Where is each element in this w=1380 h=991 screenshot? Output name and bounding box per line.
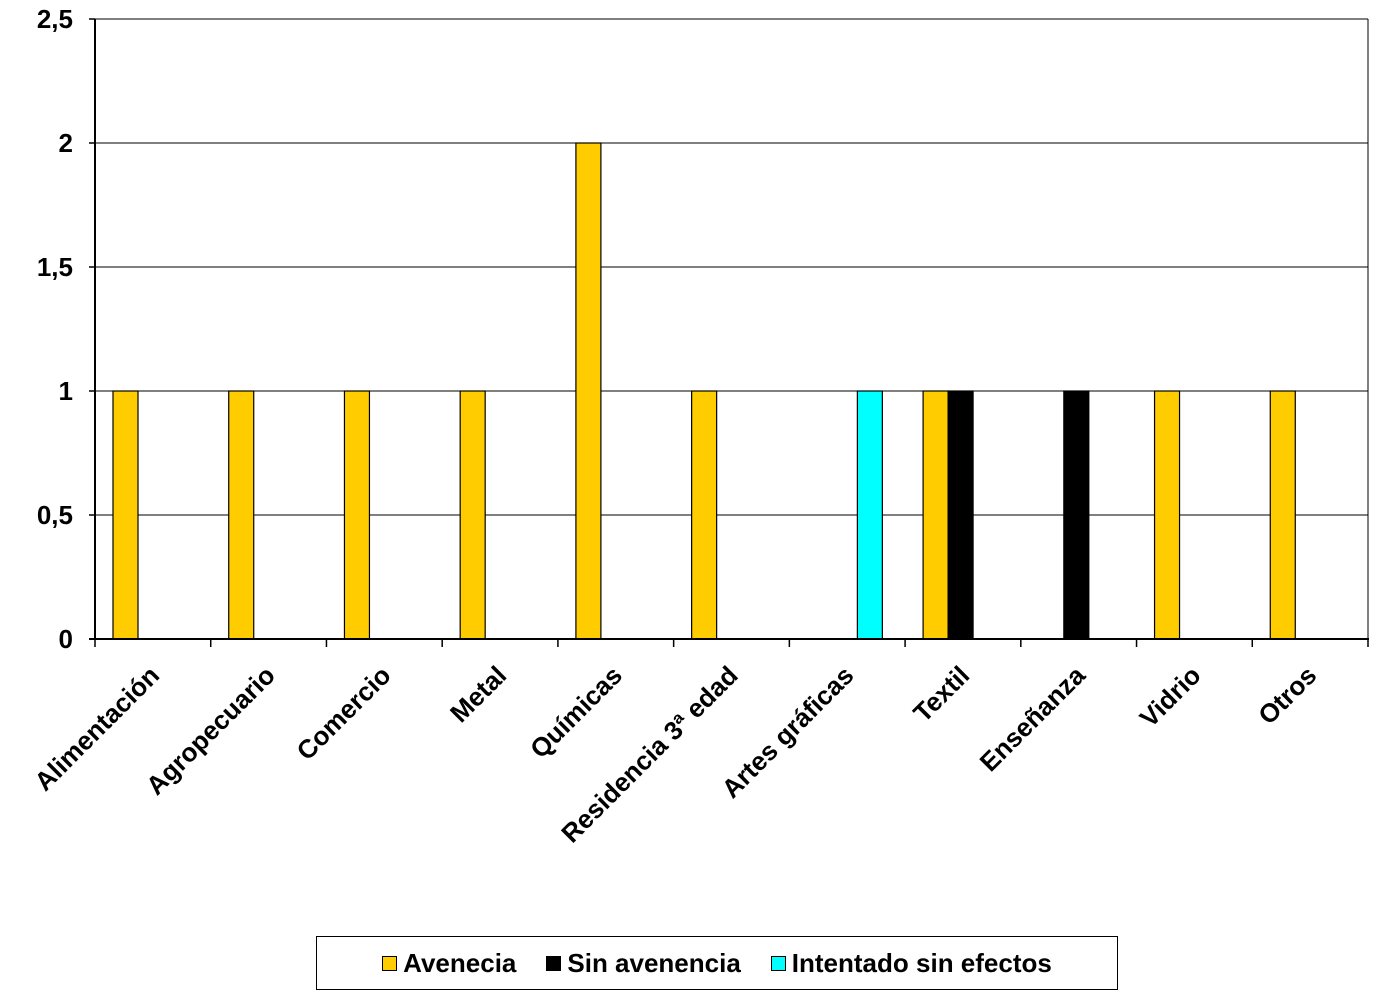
x-tick-label: Metal xyxy=(444,660,512,728)
bar xyxy=(922,390,949,640)
bar xyxy=(343,390,371,640)
legend-swatch-avenecia xyxy=(382,955,398,971)
x-tick-label: Vidrio xyxy=(1134,660,1207,733)
y-tick-label: 0 xyxy=(59,624,73,654)
axes xyxy=(89,18,1369,647)
y-tick-labels: 0 0,5 1 1,5 2 2,5 xyxy=(37,4,73,654)
x-tick-label: Textil xyxy=(907,660,975,728)
legend-swatch-sin-avenencia xyxy=(546,955,562,971)
bar xyxy=(1153,390,1181,640)
bar xyxy=(228,390,255,640)
legend-label: Avenecia xyxy=(403,947,517,978)
y-tick-label: 2,5 xyxy=(37,4,73,34)
bar xyxy=(1063,390,1090,640)
bar xyxy=(459,390,486,640)
bars xyxy=(112,142,1296,640)
x-tick-label: Enseñanza xyxy=(974,660,1092,778)
bar xyxy=(575,142,602,640)
x-tick-label: Comercio xyxy=(291,660,397,766)
bar xyxy=(112,390,139,640)
bar xyxy=(856,390,883,640)
bar xyxy=(1269,390,1296,640)
legend-label: Sin avenencia xyxy=(567,947,741,978)
y-tick-label: 1 xyxy=(59,376,73,406)
legend-entry: Avenecia xyxy=(382,948,516,979)
y-tick-label: 2 xyxy=(59,128,73,158)
legend: Avenecia Sin avenencia Intentado sin efe… xyxy=(316,936,1118,990)
bar xyxy=(691,390,718,640)
legend-label: Intentado sin efectos xyxy=(791,947,1052,978)
y-tick-label: 0,5 xyxy=(37,500,73,530)
legend-entry: Sin avenencia xyxy=(546,947,741,979)
x-tick-label: Químicas xyxy=(524,660,628,764)
bar xyxy=(947,390,974,640)
y-tick-label: 1,5 xyxy=(37,252,73,282)
x-tick-label: Otros xyxy=(1252,660,1322,730)
legend-swatch-intentado-sin-efectos xyxy=(770,955,786,971)
legend-entry: Intentado sin efectos xyxy=(770,947,1052,979)
